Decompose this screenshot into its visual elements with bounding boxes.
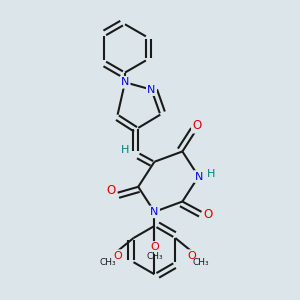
Text: CH₃: CH₃	[193, 258, 209, 267]
Text: O: O	[113, 251, 122, 261]
Text: N: N	[194, 172, 203, 182]
Text: O: O	[106, 184, 116, 197]
Text: CH₃: CH₃	[146, 252, 163, 261]
Text: O: O	[203, 208, 213, 221]
Text: N: N	[150, 207, 159, 217]
Text: N: N	[121, 77, 129, 87]
Text: O: O	[193, 119, 202, 132]
Text: O: O	[187, 251, 196, 261]
Text: O: O	[150, 242, 159, 253]
Text: H: H	[207, 169, 215, 178]
Text: H: H	[121, 145, 129, 155]
Text: CH₃: CH₃	[100, 258, 116, 267]
Text: N: N	[147, 85, 156, 94]
